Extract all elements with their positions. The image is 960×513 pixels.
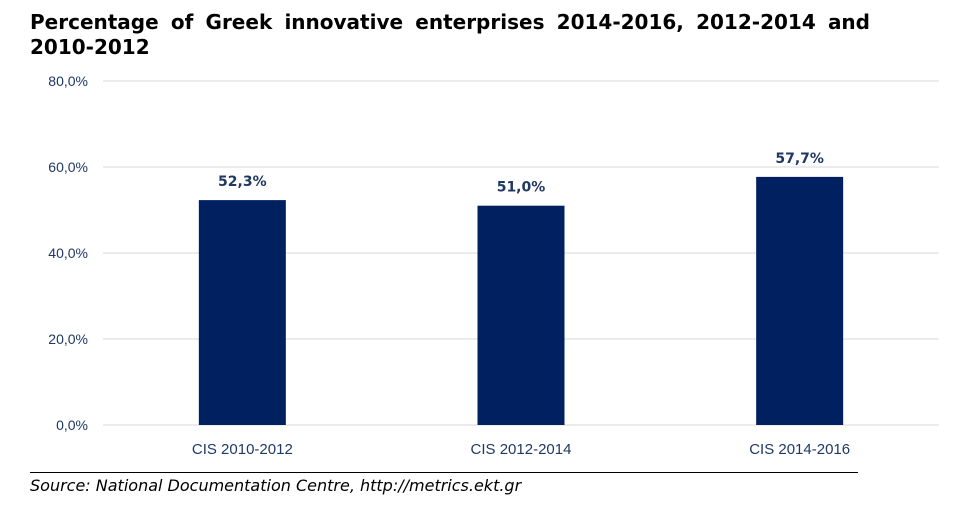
x-axis: CIS 2010-2012 CIS 2012-2014 CIS 2014-2016 [192,441,850,458]
chart-title: Percentage of Greek innovative enterpris… [30,10,870,59]
bar [477,205,565,425]
bar-chart: 0,0% 20,0% 40,0% 60,0% 80,0% 52,3% 51,0% 57,7%… [48,73,939,458]
y-tick-label: 0,0% [56,417,88,433]
data-labels: 52,3% 51,0% 57,7% [218,151,824,196]
data-label: 51,0% [497,180,546,196]
y-tick-label: 80,0% [48,73,88,89]
category-label: CIS 2012-2014 [471,441,572,458]
bars [198,176,844,425]
data-label: 52,3% [218,174,267,190]
y-tick-label: 60,0% [48,159,88,175]
y-tick-label: 40,0% [48,245,88,261]
category-label: CIS 2014-2016 [749,441,850,458]
y-tick-label: 20,0% [48,331,88,347]
source-divider [30,472,858,473]
data-label: 57,7% [775,151,824,167]
y-axis: 0,0% 20,0% 40,0% 60,0% 80,0% [48,73,88,433]
bar [198,200,286,425]
bar [756,176,844,425]
category-label: CIS 2010-2012 [192,441,293,458]
source-note: Source: National Documentation Centre, h… [30,476,522,495]
